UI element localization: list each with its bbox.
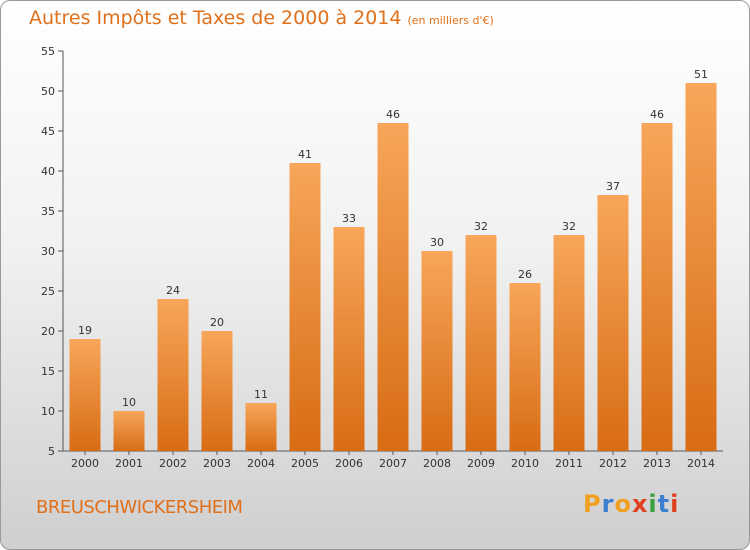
- x-tick-label: 2014: [687, 457, 715, 470]
- logo-letter: x: [631, 490, 649, 518]
- y-tick-label: 55: [41, 45, 55, 58]
- y-tick-label: 10: [41, 405, 55, 418]
- bar-value-label: 19: [78, 324, 92, 337]
- proxiti-logo: Proxiti: [583, 490, 679, 518]
- bar-value-label: 20: [210, 316, 224, 329]
- x-tick-label: 2000: [71, 457, 99, 470]
- y-tick-label: 50: [41, 85, 55, 98]
- bar-value-label: 30: [430, 236, 444, 249]
- y-tick-label: 5: [48, 445, 55, 458]
- bar-value-label: 26: [518, 268, 532, 281]
- bars: [69, 83, 717, 451]
- bar-value-label: 46: [386, 108, 400, 121]
- bar-value-label: 32: [562, 220, 576, 233]
- x-tick-label: 2004: [247, 457, 275, 470]
- y-tick-label: 35: [41, 205, 55, 218]
- logo-letter: o: [614, 490, 632, 518]
- chart-title: Autres Impôts et Taxes de 2000 à 2014 (en…: [29, 7, 494, 29]
- x-tick-label: 2013: [643, 457, 671, 470]
- x-tick-label: 2005: [291, 457, 319, 470]
- y-tick-label: 20: [41, 325, 55, 338]
- x-tick-label: 2012: [599, 457, 627, 470]
- bar: [69, 339, 101, 451]
- bar: [333, 227, 365, 451]
- y-tick-label: 45: [41, 125, 55, 138]
- y-tick-label: 15: [41, 365, 55, 378]
- y-tick-label: 40: [41, 165, 55, 178]
- x-tick-label: 2003: [203, 457, 231, 470]
- x-tick-label: 2010: [511, 457, 539, 470]
- bar: [685, 83, 717, 451]
- bar-value-label: 10: [122, 396, 136, 409]
- y-tick-label: 25: [41, 285, 55, 298]
- x-tick-label: 2007: [379, 457, 407, 470]
- bar: [465, 235, 497, 451]
- logo-letter: r: [601, 490, 615, 518]
- x-tick-label: 2011: [555, 457, 583, 470]
- bar-value-label: 41: [298, 148, 312, 161]
- bar: [113, 411, 145, 451]
- bar-value-label: 32: [474, 220, 488, 233]
- bar: [553, 235, 585, 451]
- bar-value-label: 37: [606, 180, 620, 193]
- bar-value-label: 11: [254, 388, 268, 401]
- x-tick-label: 2002: [159, 457, 187, 470]
- x-tick-label: 2006: [335, 457, 363, 470]
- x-tick-label: 2009: [467, 457, 495, 470]
- logo-letter: i: [648, 490, 658, 518]
- bar-value-label: 24: [166, 284, 180, 297]
- y-tick-label: 30: [41, 245, 55, 258]
- bar-value-label: 46: [650, 108, 664, 121]
- bar: [597, 195, 629, 451]
- bar: [377, 123, 409, 451]
- chart-unit-label: (en milliers d'€): [407, 14, 494, 27]
- bar: [245, 403, 277, 451]
- bar-value-label: 51: [694, 68, 708, 81]
- commune-name: BREUSCHWICKERSHEIM: [36, 497, 243, 518]
- bar: [157, 299, 189, 451]
- value-labels: 19 10 24 20 11 41 33 46 30 32 26 32 37 46 51: [78, 68, 708, 409]
- bar: [421, 251, 453, 451]
- bar-value-label: 33: [342, 212, 356, 225]
- logo-letter: P: [583, 490, 602, 518]
- bar: [289, 163, 321, 451]
- logo-letter: i: [670, 490, 680, 518]
- bar: [641, 123, 673, 451]
- bar: [509, 283, 541, 451]
- bar: [201, 331, 233, 451]
- x-tick-label: 2001: [115, 457, 143, 470]
- x-tick-label: 2008: [423, 457, 451, 470]
- chart-title-text: Autres Impôts et Taxes de 2000 à 2014: [29, 7, 402, 29]
- logo-letter: t: [657, 490, 671, 518]
